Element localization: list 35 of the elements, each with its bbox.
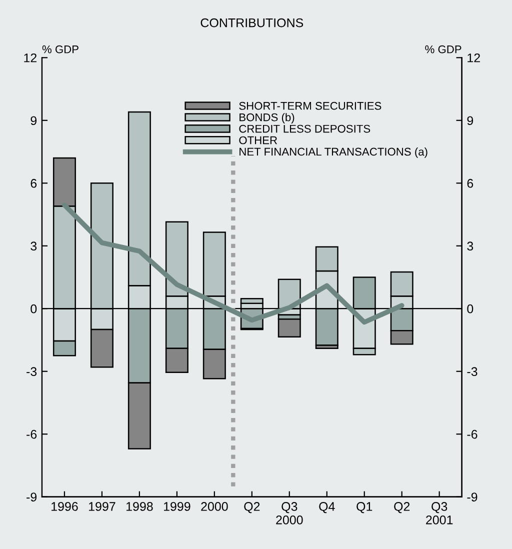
y2-tick-label: -9 <box>467 492 478 502</box>
y-tick-label: 12 <box>24 53 36 62</box>
x-tick-label: Q3 2000 <box>276 502 303 524</box>
x-tick-label: Q2 <box>394 502 410 514</box>
y2-tick-label: 3 <box>467 242 474 251</box>
legend-label: BONDS (b) <box>240 113 294 124</box>
y2-tick-label: 6 <box>467 178 474 188</box>
x-tick-label: Q1 <box>356 502 372 514</box>
x-tick-label: 1996 <box>52 502 78 511</box>
y-tick-label: -6 <box>26 430 37 439</box>
legend-label: SHORT-TERM SECURITIES <box>239 102 382 110</box>
x-tick-label: Q2 <box>244 502 260 514</box>
y-tick-label: 9 <box>30 116 37 126</box>
legend-label: NET FINANCIAL TRANSACTIONS (a) <box>240 147 428 158</box>
y2-tick-label: -3 <box>467 367 478 376</box>
y-tick-label: 0 <box>30 304 37 314</box>
y-axis-title: % GDP <box>42 45 78 54</box>
legend-label: OTHER <box>239 136 278 144</box>
x-tick-label: 1998 <box>126 502 153 511</box>
x-tick-label: 2000 <box>201 502 228 511</box>
chart-title: CONTRIBUTIONS <box>200 18 304 28</box>
x-tick-label: 1997 <box>89 502 116 511</box>
x-tick-label: Q4 <box>319 502 335 514</box>
y2-tick-label: 12 <box>468 53 480 62</box>
y2-tick-label: -6 <box>467 430 478 439</box>
x-tick-label: Q3 2001 <box>426 502 453 524</box>
y-tick-label: 3 <box>30 242 37 251</box>
x-tick-label: 1999 <box>164 502 190 511</box>
y-tick-label: -3 <box>26 367 37 376</box>
y-tick-label: -9 <box>26 492 37 502</box>
y2-axis-title: % GDP <box>425 45 462 54</box>
y2-tick-label: 9 <box>467 116 474 126</box>
y2-tick-label: 0 <box>467 304 474 314</box>
legend-label: CREDIT LESS DEPOSITS <box>239 124 370 133</box>
y-tick-label: 6 <box>30 178 37 188</box>
